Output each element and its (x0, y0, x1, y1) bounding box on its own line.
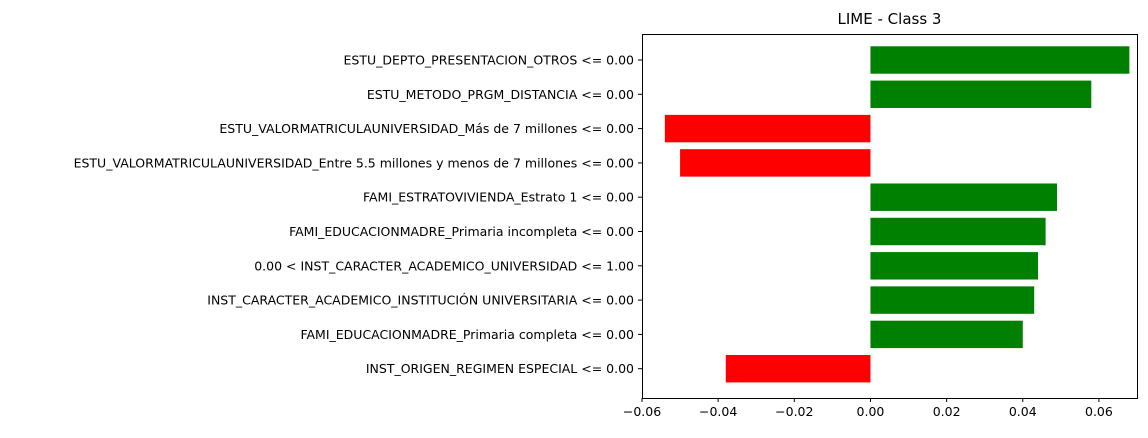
bar-2 (664, 114, 871, 143)
x-tick-label: −0.06 (623, 404, 661, 419)
category-labels: ESTU_DEPTO_PRESENTACION_OTROS <= 0.00 EST… (74, 53, 642, 376)
x-tick-label: −0.02 (775, 404, 813, 419)
bar-9 (725, 354, 871, 383)
x-tick-label: 0.02 (933, 404, 961, 419)
bar-1 (870, 80, 1092, 109)
bar-8 (870, 320, 1023, 349)
category-label: INST_CARACTER_ACADEMICO_INSTITUCIÓN UNIV… (207, 293, 634, 308)
plot-frame (642, 34, 1138, 399)
x-tick-label: 0.00 (857, 404, 885, 419)
x-tick-label: −0.04 (699, 404, 737, 419)
x-tick-label: 0.06 (1085, 404, 1113, 419)
category-label: FAMI_ESTRATOVIVIENDA_Estrato 1 <= 0.00 (363, 190, 634, 205)
bar-5 (870, 217, 1046, 246)
category-label: INST_ORIGEN_REGIMEN ESPECIAL <= 0.00 (366, 361, 634, 376)
category-label: ESTU_DEPTO_PRESENTACION_OTROS <= 0.00 (344, 53, 635, 68)
x-tick-label: 0.04 (1009, 404, 1037, 419)
category-label: ESTU_METODO_PRGM_DISTANCIA <= 0.00 (367, 87, 634, 102)
bar-4 (870, 183, 1058, 211)
bars-group (664, 46, 1130, 383)
bar-0 (870, 46, 1130, 74)
category-label: ESTU_VALORMATRICULAUNIVERSIDAD_Entre 5.5… (74, 155, 634, 170)
bar-6 (870, 252, 1038, 280)
bar-3 (680, 149, 871, 177)
category-label: FAMI_EDUCACIONMADRE_Primaria incompleta … (289, 224, 634, 239)
category-label: 0.00 < INST_CARACTER_ACADEMICO_UNIVERSID… (254, 258, 634, 273)
bar-7 (870, 286, 1035, 314)
category-label: FAMI_EDUCACIONMADRE_Primaria completa <=… (300, 327, 634, 342)
category-label: ESTU_VALORMATRICULAUNIVERSIDAD_Más de 7 … (219, 121, 634, 136)
chart-title: LIME - Class 3 (838, 10, 942, 28)
x-axis-ticks: −0.06 −0.04 −0.02 0.00 0.02 0.04 0.06 (623, 398, 1113, 419)
